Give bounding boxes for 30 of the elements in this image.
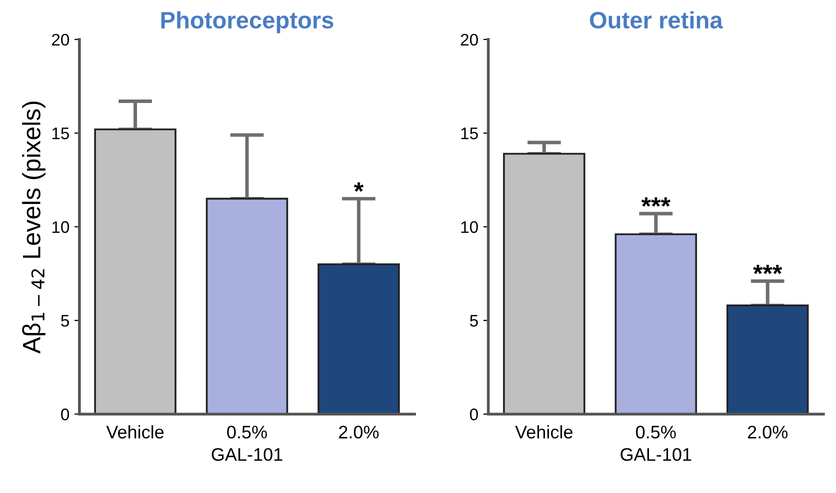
chart-title: Outer retina [590,11,723,29]
bar [503,152,586,414]
y-axis-title: Aβ$_{1−42}$ Levels (pixels) [22,102,46,354]
bar [614,233,698,414]
y-tick-label: 5 [61,315,69,327]
annotation: *** [641,197,670,207]
x-tick-label: 2.0% [339,426,379,438]
y-tick-label: 15 [52,128,69,140]
x-axis-title: GAL-101 [620,448,692,461]
x-tick-label: Vehicle [106,425,164,438]
x-tick-label: 0.5% [227,426,267,438]
chart-title: Photoreceptors [161,11,334,34]
y-tick-label: 20 [460,34,478,46]
y-tick-label: 10 [52,221,70,233]
bar [206,198,288,414]
bar [726,304,809,414]
y-tick-label: 10 [461,221,478,233]
y-tick-label: 20 [52,34,70,46]
y-tick-label: 5 [470,315,478,327]
x-tick-label: Vehicle [515,425,572,438]
x-tick-label: 2.0% [748,426,788,438]
annotation: *** [753,264,782,274]
bar [94,128,176,414]
bar [318,263,400,414]
annotation: * [354,182,364,192]
y-tick-label: 15 [461,128,478,140]
y-tick-label: 0 [61,408,70,420]
x-axis-title: GAL-101 [212,448,282,461]
y-tick-label: 0 [470,408,478,420]
x-tick-label: 0.5% [636,426,676,438]
